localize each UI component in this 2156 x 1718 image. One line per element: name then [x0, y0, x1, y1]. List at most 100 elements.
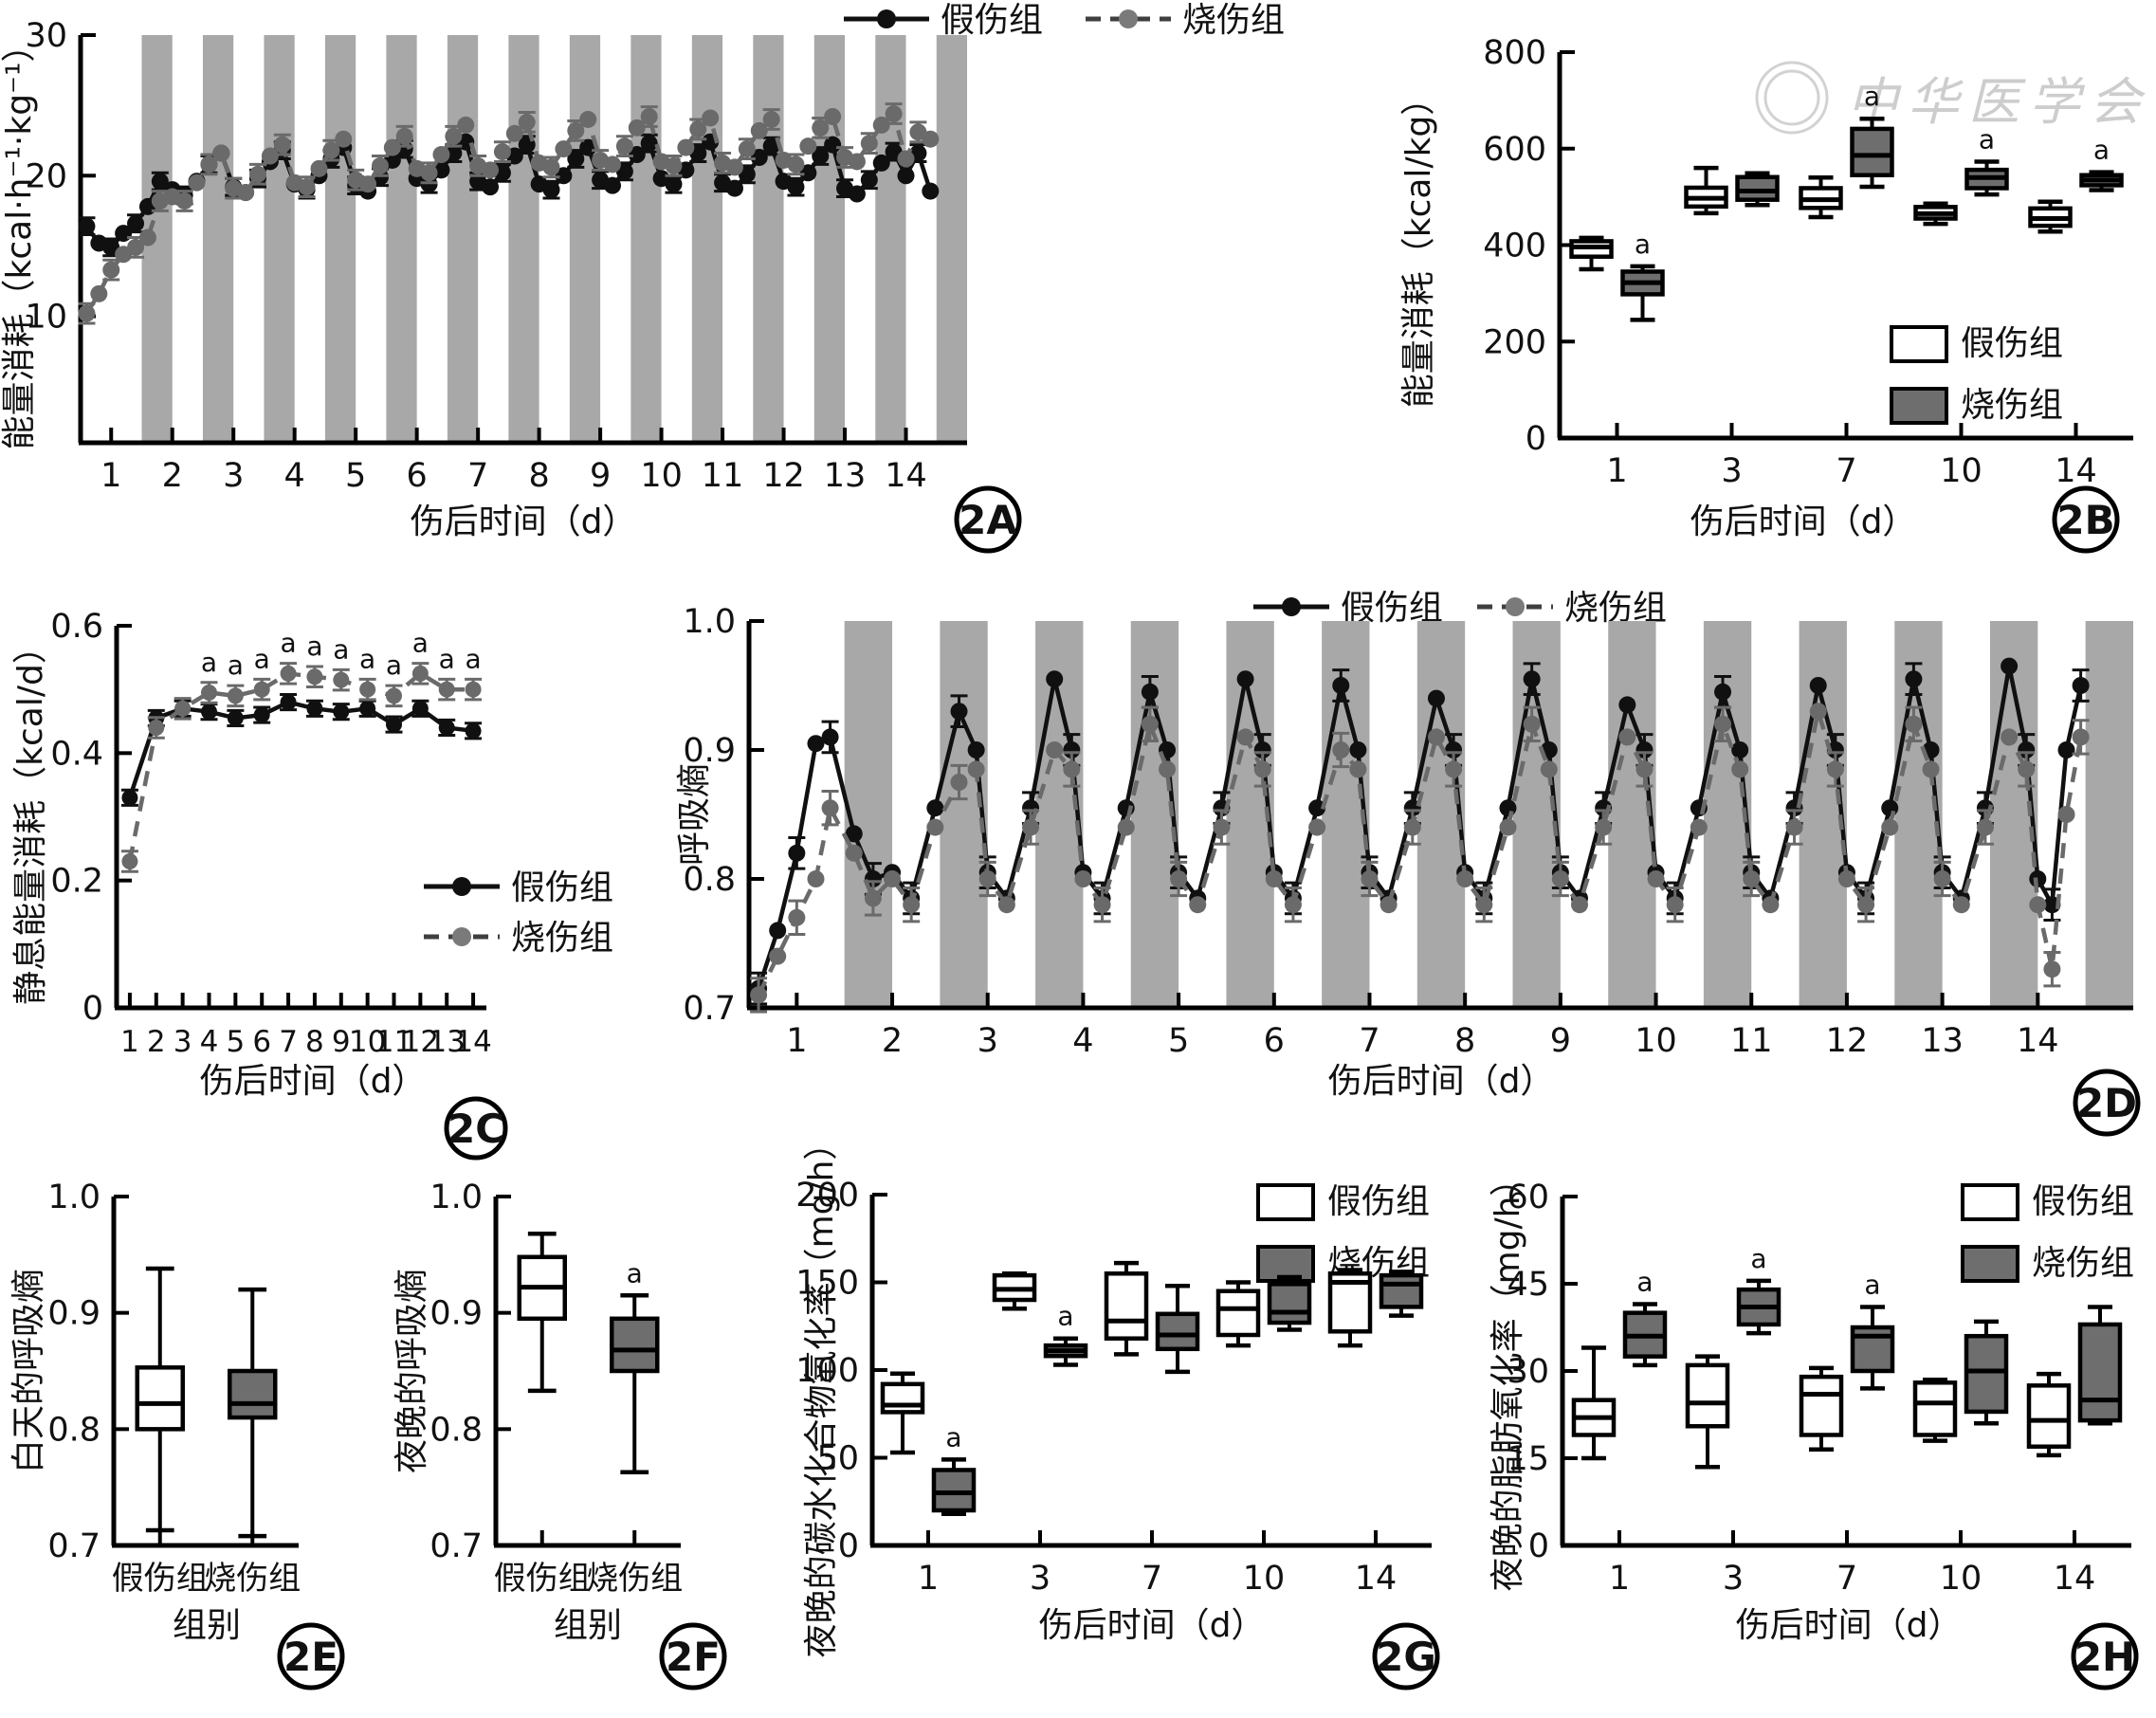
sham-box-sample-icon	[1256, 1183, 1315, 1221]
x-tick-label: 7	[1359, 1022, 1379, 1060]
burn-point	[885, 105, 903, 123]
svg-text:2G: 2G	[1376, 1634, 1436, 1680]
burn-point	[542, 158, 560, 176]
svg-text:2F: 2F	[666, 1634, 721, 1680]
sham-point	[201, 704, 217, 721]
burn-point	[1952, 896, 1970, 914]
svg-text:2B: 2B	[2056, 497, 2114, 543]
y-tick-label: 0.8	[47, 1411, 100, 1449]
burn-point	[2057, 806, 2075, 823]
burn-point	[1905, 715, 1923, 733]
sham-marker-icon	[1282, 597, 1301, 616]
burn-point	[1635, 760, 1654, 778]
y-tick-label: 10	[25, 299, 67, 337]
sham-point	[897, 167, 915, 185]
x-tick-label: 4	[200, 1025, 219, 1059]
burn-point	[237, 184, 255, 202]
sham-box	[1104, 1271, 1149, 1341]
burn-point	[1571, 896, 1588, 914]
burn-legend-label: 烧伤组	[1182, 1, 1285, 40]
sham-box	[880, 1381, 925, 1415]
sham-point	[1905, 670, 1923, 688]
burn-point	[1117, 818, 1135, 836]
burn-point	[1933, 870, 1951, 887]
sham-point	[824, 136, 842, 154]
dark-phase-band	[940, 621, 988, 1008]
y-tick-label: 30	[1507, 1353, 1549, 1391]
sham-point	[542, 181, 560, 199]
x-tick-label: 6	[407, 457, 428, 495]
burn-point	[903, 896, 921, 914]
burn-point	[555, 140, 573, 158]
burn-point	[2029, 896, 2047, 914]
x-tick-label: 烧伤组	[586, 1560, 683, 1598]
burn-point	[864, 889, 882, 907]
dark-phase-band	[508, 35, 539, 443]
dark-phase-band	[630, 35, 662, 443]
y-tick-label: 0.6	[50, 608, 103, 646]
sham-box	[1215, 1288, 1261, 1338]
sham-point	[922, 182, 940, 200]
sham-point	[750, 149, 768, 166]
burn-point	[322, 141, 340, 159]
dark-phase-band	[2085, 621, 2133, 1008]
plot-area-2d: 0.70.80.91.01 2 3 4 5 6 7 8 9 10 11 12 13 14	[683, 603, 2133, 1060]
burn-point	[762, 110, 780, 128]
legend-2b: 假伤组 烧伤组	[1890, 324, 2063, 425]
sham-point	[665, 175, 683, 193]
burn-point	[750, 121, 768, 139]
dark-phase-band	[844, 621, 893, 1008]
significance-label: a	[412, 628, 429, 659]
sham-legend-label: 假伤组	[1961, 324, 2063, 363]
burn-point	[807, 870, 825, 887]
sham-point	[2072, 677, 2090, 694]
burn-point	[2043, 960, 2061, 978]
sham-point	[1826, 741, 1844, 758]
burn-point	[1189, 896, 1207, 914]
y-tick-label: 100	[795, 1352, 859, 1390]
y-tick-label: 0	[838, 1527, 859, 1565]
burn-point	[1403, 818, 1421, 836]
y-tick-label: 0	[82, 990, 103, 1028]
sham-point	[127, 214, 145, 232]
sham-point	[926, 799, 944, 817]
burn-point	[383, 138, 401, 156]
y-tick-label: 1.0	[47, 1179, 100, 1216]
sham-point	[280, 694, 297, 711]
burn-point	[1236, 728, 1254, 746]
y-axis-label: 能量消耗（kcal·h⁻¹·kg⁻¹）	[0, 28, 39, 450]
x-tick-label: 14	[2054, 1560, 2096, 1598]
sham-box-sample-icon	[1961, 1183, 2019, 1221]
x-tick-label: 13	[428, 1025, 465, 1059]
x-tick-label: 9	[590, 457, 611, 495]
y-tick-label: 0.2	[50, 863, 103, 901]
burn-marker-icon	[1506, 597, 1525, 616]
dark-phase-band	[202, 35, 234, 443]
x-tick-label: 1	[1606, 452, 1627, 490]
burn-point	[725, 158, 743, 176]
y-tick-label: 400	[1483, 228, 1546, 265]
burn-point	[1332, 741, 1350, 758]
significance-label: a	[2093, 135, 2110, 166]
significance-label: a	[306, 631, 322, 662]
x-axis-label: 伤后时间（d）	[411, 503, 637, 541]
burn-point	[579, 110, 597, 128]
sham-legend-label: 假伤组	[941, 1, 1043, 40]
burn-point	[438, 681, 455, 698]
burn-point	[604, 155, 621, 174]
burn-point	[845, 844, 863, 862]
significance-label: a	[254, 643, 270, 674]
panel-badge-2a: 2A	[954, 485, 1022, 554]
x-tick-label: 6	[1264, 1022, 1285, 1060]
x-tick-label: 14	[454, 1025, 491, 1059]
burn-legend-label: 烧伤组	[511, 919, 613, 958]
y-tick-label: 0.9	[683, 732, 736, 770]
sham-point	[359, 700, 376, 717]
burn-point	[200, 155, 218, 174]
burn-point	[1022, 818, 1040, 836]
burn-box	[1267, 1282, 1312, 1325]
burn-point	[465, 681, 482, 698]
dark-phase-band	[324, 35, 356, 443]
burn-point	[212, 144, 230, 162]
